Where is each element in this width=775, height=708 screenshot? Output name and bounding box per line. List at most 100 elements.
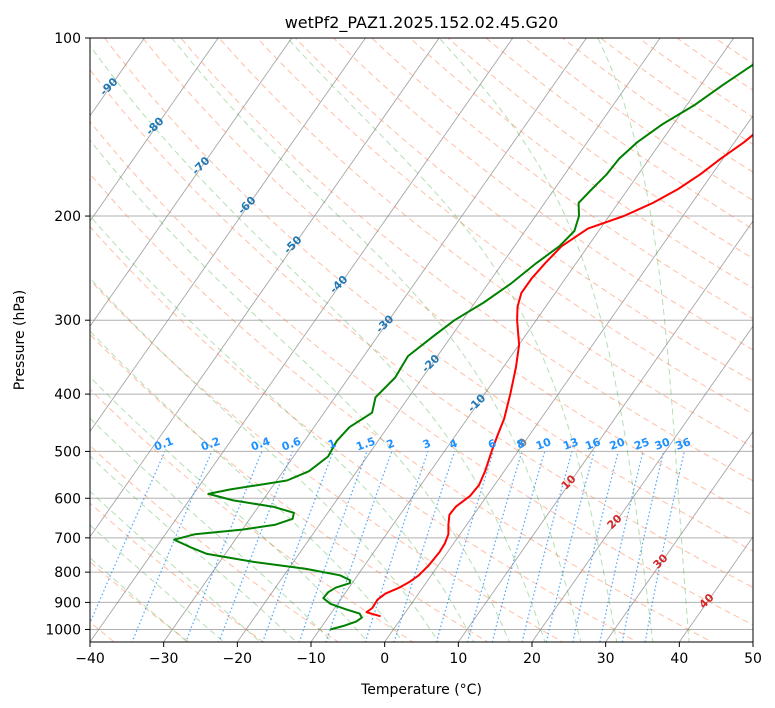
x-tick-label: 20 <box>523 651 541 667</box>
x-tick-label: 30 <box>597 651 615 667</box>
isotherm-line <box>90 38 440 538</box>
mixing-ratio-line <box>545 451 595 642</box>
x-tick-label: −30 <box>149 651 179 667</box>
x-tick-label: 50 <box>744 651 762 667</box>
dry-adiabat <box>218 38 753 448</box>
isotherm-line <box>90 38 366 433</box>
mixing-ratio-line <box>364 451 429 642</box>
dry-adiabat <box>409 38 753 289</box>
x-tick-label: 0 <box>380 651 389 667</box>
x-tick-label: −40 <box>75 651 105 667</box>
mixing-ratio-lines <box>90 451 685 642</box>
moist-adiabat <box>90 455 298 642</box>
moist-adiabat <box>90 139 510 642</box>
y-tick-label: 600 <box>54 491 81 507</box>
mixing-ratio-line <box>466 451 523 642</box>
x-tick-label: 40 <box>670 651 688 667</box>
isotherm-line <box>90 38 293 327</box>
moist-adiabat-lines <box>90 38 690 642</box>
mixing-ratio-line <box>185 451 263 642</box>
y-tick-label: 200 <box>54 209 81 225</box>
mixing-ratio-label: 2 <box>385 437 397 452</box>
isotherm-line <box>163 38 587 642</box>
y-tick-label: 300 <box>54 313 81 329</box>
mixing-ratio-label: 0.2 <box>199 435 222 454</box>
mixing-ratio-label: 0.1 <box>152 435 175 454</box>
moist-adiabat <box>438 38 654 642</box>
y-tick-label: 700 <box>54 531 81 547</box>
mixing-ratio-label: 10 <box>534 435 553 453</box>
x-axis-title: Temperature (°C) <box>360 682 482 698</box>
x-tick-label: −10 <box>296 651 326 667</box>
moist-adiabat <box>286 38 618 642</box>
mixing-ratio-label: 25 <box>632 435 651 452</box>
moist-adiabat <box>597 38 690 642</box>
moist-adiabat <box>90 490 261 642</box>
mixing-ratio-line <box>521 451 573 642</box>
dry-adiabat <box>90 120 753 626</box>
moist-adiabat <box>90 277 440 642</box>
isotherm-line <box>90 38 514 642</box>
dry-adiabat <box>90 173 713 642</box>
dry-adiabat <box>90 69 753 589</box>
y-axis: 1000 900 800 700 600 500 400 300 200 100 <box>45 31 90 638</box>
mixing-ratio-label: 1 <box>326 437 338 452</box>
y-tick-label: 100 <box>54 31 81 47</box>
mixing-ratio-line <box>90 451 166 625</box>
dry-adiabat <box>142 38 753 517</box>
moist-adiabat <box>90 376 369 642</box>
mixing-ratio-line <box>393 451 456 642</box>
moist-adiabat <box>171 38 582 642</box>
mixing-ratio-line <box>599 451 644 642</box>
isotherm-line <box>457 220 753 642</box>
y-axis-title: Pressure (hPa) <box>12 290 28 390</box>
dry-adiabat <box>256 38 753 415</box>
temperature-profile-line <box>365 133 753 618</box>
mixing-ratio-line <box>131 451 213 642</box>
mixing-ratio-label: 13 <box>561 435 580 452</box>
x-tick-label: −20 <box>223 651 253 667</box>
mixing-ratio-line <box>435 451 494 642</box>
isotherm-line <box>90 38 219 222</box>
y-tick-label: 500 <box>54 444 81 460</box>
mixing-ratio-line <box>644 451 685 642</box>
mixing-ratio-label: 16 <box>584 435 603 453</box>
mixing-ratio-label: 8 <box>515 437 527 452</box>
x-tick-label: 10 <box>449 651 467 667</box>
mixing-ratio-line <box>621 451 665 642</box>
mixing-ratio-line <box>491 451 546 642</box>
mixing-ratio-label: 6 <box>486 437 498 452</box>
chart-title: wetPf2_PAZ1.2025.152.02.45.G20 <box>285 13 559 33</box>
dry-adiabat <box>90 279 564 642</box>
mixing-ratio-label: 36 <box>674 435 693 453</box>
mixing-ratio-label: 3 <box>421 437 433 452</box>
mixing-ratio-label: 1.5 <box>354 435 377 454</box>
isotherm-line <box>605 430 753 642</box>
y-tick-label: 400 <box>54 387 81 403</box>
moist-adiabat <box>90 524 225 642</box>
y-tick-label: 1000 <box>45 622 81 638</box>
isotherm-lines <box>90 38 753 642</box>
isotherm-line <box>678 535 753 642</box>
y-tick-label: 800 <box>54 565 81 581</box>
dry-adiabat <box>90 225 639 642</box>
isotherm-line <box>236 38 661 642</box>
mixing-ratio-label: 0.6 <box>280 435 303 454</box>
isotherm-line <box>384 114 753 642</box>
mixing-ratio-labels: 0.1 0.2 0.4 0.6 1 1.5 2 3 4 6 8 10 13 16 20 25 30 36 <box>152 435 692 454</box>
dry-adiabat-lines <box>90 38 753 642</box>
dry-adiabat <box>294 38 753 383</box>
dry-adiabat <box>104 38 753 552</box>
dry-adiabat <box>370 38 753 320</box>
dry-adiabat <box>332 38 753 351</box>
pressure-grid <box>90 38 753 630</box>
isotherm-line <box>531 325 753 642</box>
plot-frame <box>89 37 754 643</box>
dewpoint-profile-line <box>173 63 753 631</box>
y-tick-label: 900 <box>54 595 81 611</box>
dry-adiabat <box>180 38 753 482</box>
x-axis: −40 −30 −20 −10 0 10 20 30 40 50 <box>75 642 762 667</box>
mixing-ratio-label: 0.4 <box>249 435 272 454</box>
